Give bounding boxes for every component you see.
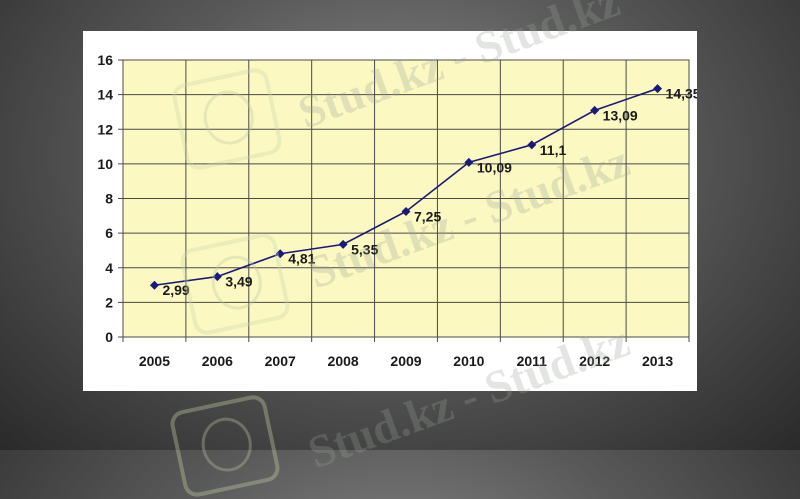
data-point-marker	[212, 272, 222, 282]
x-tick-label: 2011	[517, 353, 548, 369]
data-point-marker	[401, 206, 411, 216]
y-tick-label: 6	[105, 225, 113, 241]
data-point-marker	[338, 239, 348, 249]
data-label: 2,99	[162, 282, 189, 298]
y-tick-label: 2	[105, 294, 113, 310]
x-tick-label: 2009	[390, 353, 421, 369]
data-label: 13,09	[603, 107, 638, 123]
x-tick-label: 2006	[202, 353, 233, 369]
watermark-logo	[167, 392, 283, 499]
x-tick-label: 2005	[139, 353, 170, 369]
x-tick-label: 2012	[579, 353, 610, 369]
y-tick-label: 10	[97, 156, 113, 172]
data-label: 10,09	[477, 159, 512, 175]
line-chart: 0 2 4 6 8 10 12 14 16 2005 2006 2007 2008 2009 2010 201…	[97, 52, 697, 369]
x-tick-label: 2013	[642, 353, 673, 369]
data-point-marker	[275, 249, 285, 259]
data-label: 3,49	[225, 274, 252, 290]
plot-border	[122, 59, 690, 338]
y-tick-label: 16	[97, 52, 113, 68]
data-point-marker	[590, 105, 600, 115]
x-tick-label: 2008	[328, 353, 359, 369]
y-tick-label: 4	[105, 260, 113, 276]
y-tick-label: 0	[105, 329, 113, 345]
data-point-marker	[464, 157, 474, 167]
data-label: 4,81	[288, 251, 315, 267]
y-tick-label: 12	[97, 121, 113, 137]
data-point-marker	[149, 280, 159, 290]
data-label: 11,1	[540, 142, 567, 158]
x-tick-label: 2007	[265, 353, 296, 369]
x-tick-label: 2010	[453, 353, 484, 369]
data-label: 7,25	[414, 208, 441, 224]
data-label: 5,35	[351, 241, 378, 257]
chart-frame: 0 2 4 6 8 10 12 14 16 2005 2006 2007 2008 2009 2010 201…	[83, 31, 697, 391]
data-label: 14,35	[666, 86, 697, 102]
data-point-marker	[527, 140, 537, 150]
y-tick-label: 14	[97, 87, 113, 103]
y-tick-label: 8	[105, 191, 113, 207]
data-point-marker	[653, 84, 663, 94]
